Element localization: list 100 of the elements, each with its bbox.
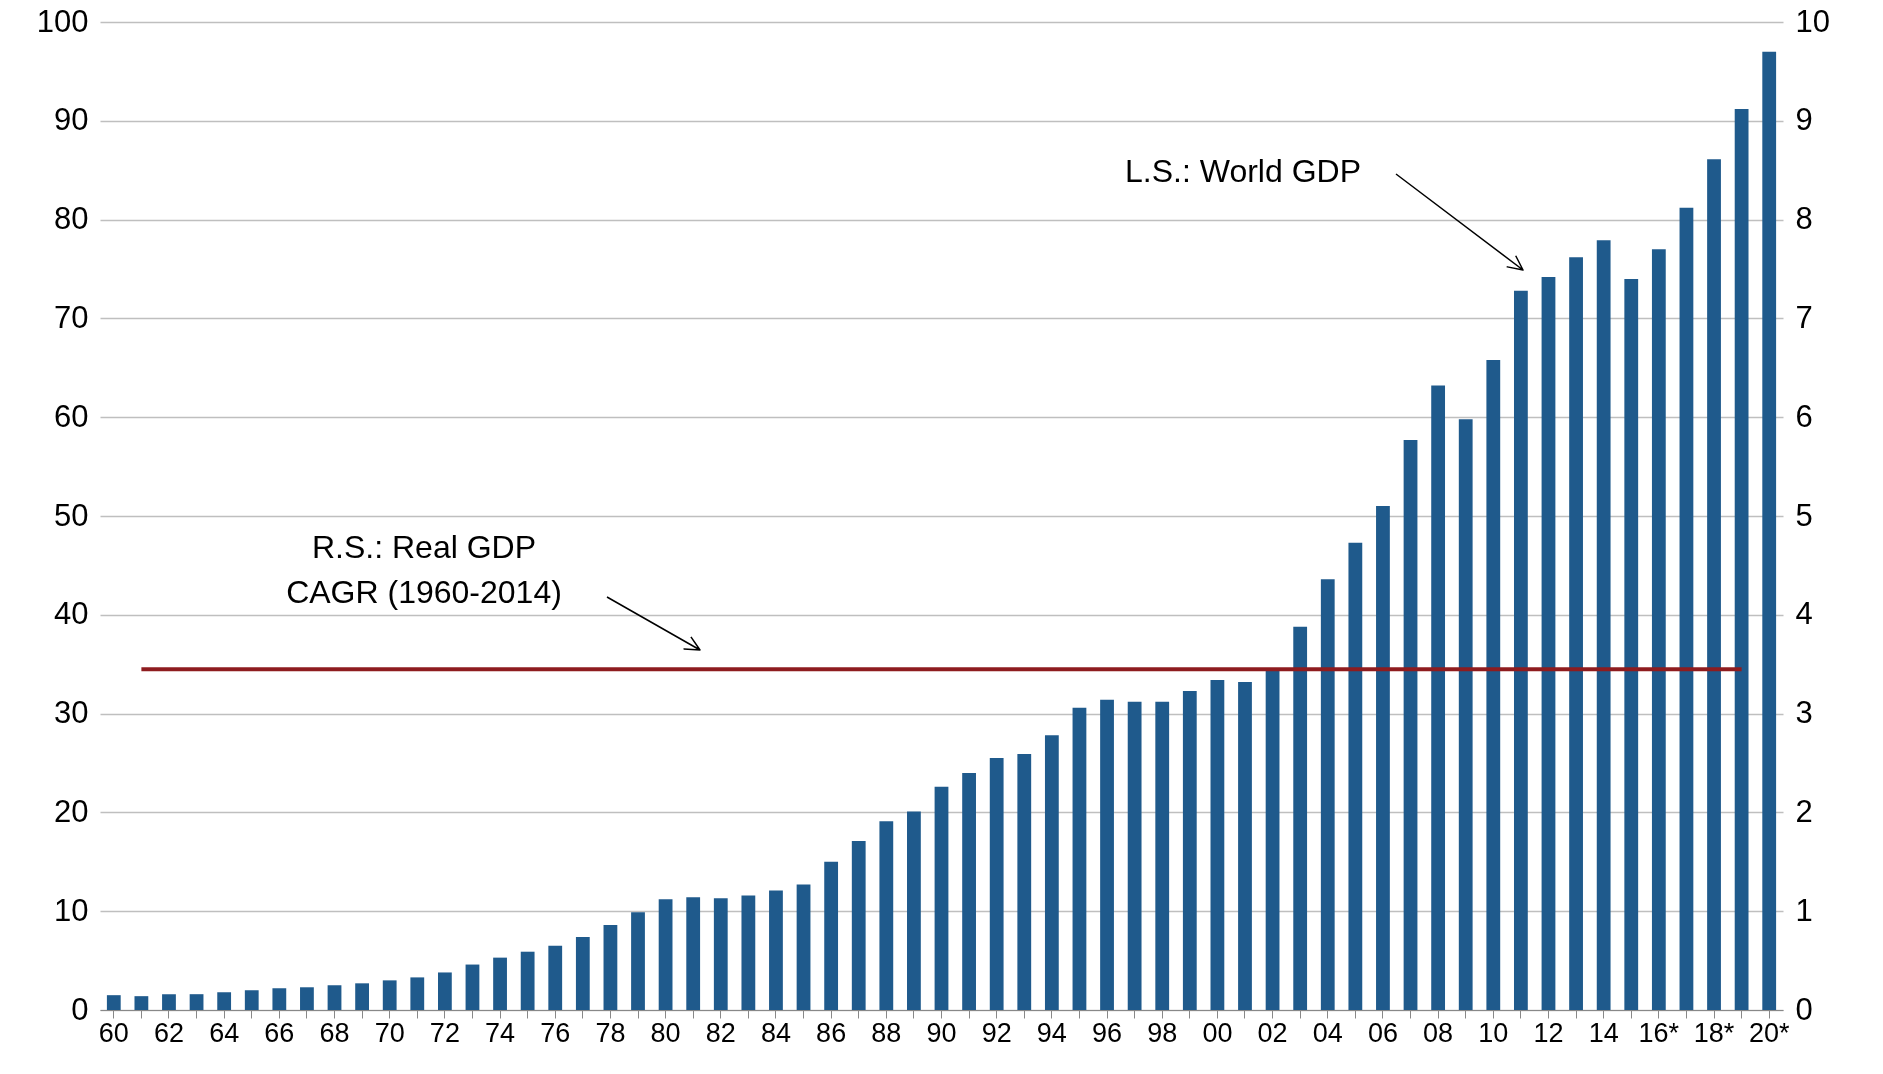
y-tick-label: 80 xyxy=(54,201,89,237)
bar xyxy=(1679,207,1694,1010)
bar xyxy=(465,964,480,1010)
bar xyxy=(1486,359,1501,1010)
bar xyxy=(1265,668,1280,1010)
y2-tick-label: 0 xyxy=(1795,991,1813,1027)
bar xyxy=(1155,701,1170,1010)
x-tick-label: 66 xyxy=(264,1017,295,1048)
bar xyxy=(796,884,811,1010)
bar xyxy=(1238,681,1252,1010)
x-tick-label: 00 xyxy=(1202,1017,1233,1048)
bar xyxy=(355,983,369,1010)
y2-tick-label: 9 xyxy=(1795,102,1813,138)
bar xyxy=(989,758,1004,1010)
bar xyxy=(686,897,701,1010)
x-tick-label: 68 xyxy=(319,1017,350,1048)
x-tick-label: 92 xyxy=(981,1017,1012,1048)
bar xyxy=(1514,290,1528,1010)
x-tick-label: 76 xyxy=(540,1017,571,1048)
bar xyxy=(217,992,232,1010)
bar xyxy=(1707,159,1721,1010)
y-tick-label: 40 xyxy=(54,596,89,632)
bar xyxy=(1044,735,1059,1010)
bar xyxy=(1734,108,1749,1010)
bar xyxy=(300,987,314,1010)
bar xyxy=(244,990,259,1010)
x-tick-label: 20* xyxy=(1748,1017,1790,1048)
y-tick-label: 70 xyxy=(54,299,89,335)
bar xyxy=(1210,680,1225,1010)
x-tick-label: 16* xyxy=(1638,1017,1680,1048)
y-tick-label: 90 xyxy=(54,102,89,138)
y2-tick-label: 10 xyxy=(1795,3,1830,39)
bar xyxy=(1762,51,1777,1010)
y-tick-label: 50 xyxy=(54,497,89,533)
bar xyxy=(603,925,618,1010)
bar xyxy=(1624,278,1639,1010)
bar xyxy=(934,786,949,1010)
x-tick-label: 14 xyxy=(1588,1017,1619,1048)
bar xyxy=(410,977,425,1010)
y-tick-label: 100 xyxy=(36,3,89,39)
x-tick-label: 78 xyxy=(595,1017,626,1048)
x-tick-label: 08 xyxy=(1423,1017,1454,1048)
bar xyxy=(1541,276,1556,1010)
bar xyxy=(962,772,976,1010)
y2-tick-label: 5 xyxy=(1795,497,1813,533)
bar xyxy=(713,898,728,1010)
bar xyxy=(272,988,287,1010)
y2-tick-label: 3 xyxy=(1795,695,1813,731)
bar xyxy=(1651,249,1666,1010)
x-tick-label: 86 xyxy=(816,1017,847,1048)
bar xyxy=(548,945,563,1010)
x-tick-label: 72 xyxy=(429,1017,460,1048)
x-tick-label: 70 xyxy=(374,1017,405,1048)
x-tick-label: 02 xyxy=(1257,1017,1288,1048)
bar xyxy=(1320,579,1335,1010)
x-tick-label: 96 xyxy=(1092,1017,1123,1048)
bar xyxy=(658,899,673,1010)
y2-tick-label: 8 xyxy=(1795,201,1813,237)
bar xyxy=(520,951,535,1010)
x-tick-label: 12 xyxy=(1533,1017,1564,1048)
bar xyxy=(493,957,507,1010)
bar xyxy=(1127,701,1142,1010)
x-tick-label: 04 xyxy=(1312,1017,1343,1048)
y-tick-label: 10 xyxy=(54,892,89,928)
x-tick-label: 06 xyxy=(1367,1017,1398,1048)
bar xyxy=(1596,240,1611,1010)
bar xyxy=(106,995,121,1010)
y2-tick-label: 4 xyxy=(1795,596,1813,632)
bar xyxy=(1017,754,1032,1010)
x-tick-label: 60 xyxy=(98,1017,129,1048)
y-tick-label: 60 xyxy=(54,398,89,434)
bar xyxy=(162,994,176,1010)
x-tick-label: 94 xyxy=(1036,1017,1067,1048)
y2-tick-label: 1 xyxy=(1795,892,1813,928)
y-tick-label: 30 xyxy=(54,695,89,731)
annotation: R.S.: Real GDP CAGR (1960-2014) xyxy=(286,529,562,610)
x-tick-label: 74 xyxy=(485,1017,516,1048)
annotation: L.S.: World GDP xyxy=(1125,153,1361,189)
bar xyxy=(1569,257,1583,1010)
bar xyxy=(1376,506,1390,1010)
bar xyxy=(189,994,204,1010)
x-tick-label: 88 xyxy=(871,1017,902,1048)
bar xyxy=(824,861,839,1010)
y2-tick-label: 6 xyxy=(1795,398,1813,434)
bar xyxy=(879,821,894,1010)
bar xyxy=(851,841,866,1010)
x-tick-label: 62 xyxy=(153,1017,184,1048)
bar xyxy=(382,980,397,1010)
x-tick-label: 84 xyxy=(760,1017,791,1048)
bar xyxy=(631,912,645,1010)
bar xyxy=(1072,707,1087,1010)
bar xyxy=(1100,699,1114,1010)
bar xyxy=(741,895,756,1010)
bar xyxy=(769,890,783,1010)
x-tick-label: 98 xyxy=(1147,1017,1178,1048)
y-tick-label: 0 xyxy=(71,991,89,1027)
bar xyxy=(907,811,921,1010)
bar xyxy=(327,985,342,1010)
x-tick-label: 10 xyxy=(1478,1017,1509,1048)
x-tick-label: 18* xyxy=(1693,1017,1735,1048)
